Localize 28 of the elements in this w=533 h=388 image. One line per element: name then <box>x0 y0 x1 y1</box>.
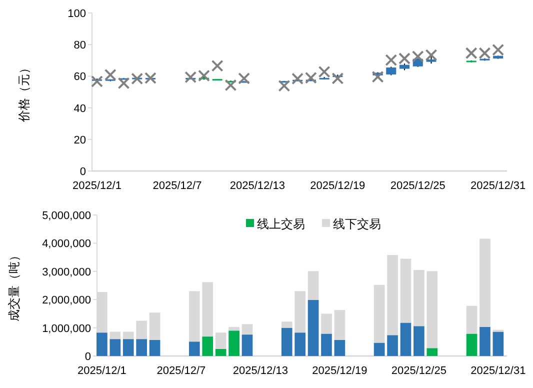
legend-label: 线下交易 <box>333 217 381 231</box>
x-tick-label: 2025/12/19 <box>310 180 366 192</box>
y-tick-label: 20 <box>74 134 86 146</box>
y-axis-title: 成交量（吨） <box>7 250 21 322</box>
x-tick-label: 2025/12/31 <box>470 365 526 377</box>
legend-label: 线上交易 <box>257 217 305 231</box>
y-tick-label: 0 <box>84 351 91 363</box>
y-tick-label: 100 <box>68 8 86 20</box>
y-tick-label: 0 <box>80 166 86 178</box>
x-tick-label: 2025/12/25 <box>391 365 446 377</box>
y-tick-label: 2,000,000 <box>42 294 91 307</box>
y-tick-label: 4,000,000 <box>42 238 91 250</box>
x-tick-label: 2025/12/31 <box>470 180 526 192</box>
x-tick-label: 2025/12/19 <box>312 365 368 377</box>
x-tick-label: 2025/12/7 <box>152 180 202 192</box>
y-tick-label: 1,000,000 <box>42 322 91 335</box>
x-tick-label: 2025/12/25 <box>390 180 446 192</box>
x-tick-label: 2025/12/1 <box>77 365 126 377</box>
y-tick-label: 40 <box>74 102 86 115</box>
x-tick-label: 2025/12/13 <box>230 180 285 192</box>
y-tick-label: 80 <box>74 40 86 52</box>
y-tick-label: 3,000,000 <box>42 266 91 278</box>
x-tick-label: 2025/12/13 <box>232 365 288 377</box>
y-tick-label: 5,000,000 <box>42 210 91 222</box>
x-tick-label: 2025/12/1 <box>72 180 122 192</box>
x-tick-label: 2025/12/7 <box>156 365 206 377</box>
y-tick-label: 60 <box>74 71 86 84</box>
y-axis-title: 价格（元） <box>17 62 31 123</box>
